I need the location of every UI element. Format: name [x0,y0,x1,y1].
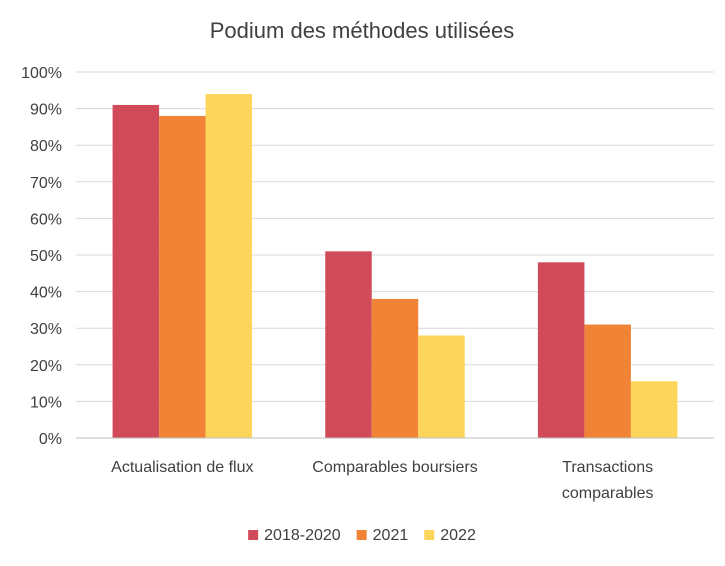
y-tick-label: 90% [30,102,62,119]
y-tick-label: 70% [30,175,62,192]
x-tick-label: Transactions comparables [562,459,654,502]
y-tick-label: 100% [21,65,62,82]
legend-swatch [356,530,367,540]
bar [325,251,372,438]
chart-title: Podium des méthodes utilisées [210,18,515,43]
bar [630,381,678,438]
y-tick-label: 20% [30,358,62,375]
y-tick-label: 80% [30,138,62,155]
bars [112,93,678,439]
legend: 2018-2020 2021 2022 [248,527,476,544]
y-tick-label: 60% [30,211,62,228]
y-tick-label: 50% [30,248,62,265]
bar [537,262,585,438]
bar [371,298,419,438]
bar [205,93,253,439]
y-tick-label: 40% [30,285,62,302]
bar [112,104,160,438]
legend-swatch [424,530,435,540]
bar [584,324,631,438]
y-tick-label: 30% [30,321,62,338]
y-axis-ticks: 0% 10% 20% 30% 40% 50% 60% 70% 80% 90% 100% [21,65,62,448]
x-tick-label: Comparables boursiers [312,459,477,476]
y-tick-label: 0% [39,431,62,448]
x-tick-label: Actualisation de flux [111,459,253,476]
bar [418,335,465,438]
bar [159,115,206,439]
legend-label: 2022 [440,527,476,544]
x-axis-categories: Actualisation de flux Comparables boursie… [111,459,653,502]
legend-swatch [248,530,259,540]
y-tick-label: 10% [30,394,62,411]
legend-label: 2018-2020 [264,527,341,544]
legend-label: 2021 [373,527,409,544]
